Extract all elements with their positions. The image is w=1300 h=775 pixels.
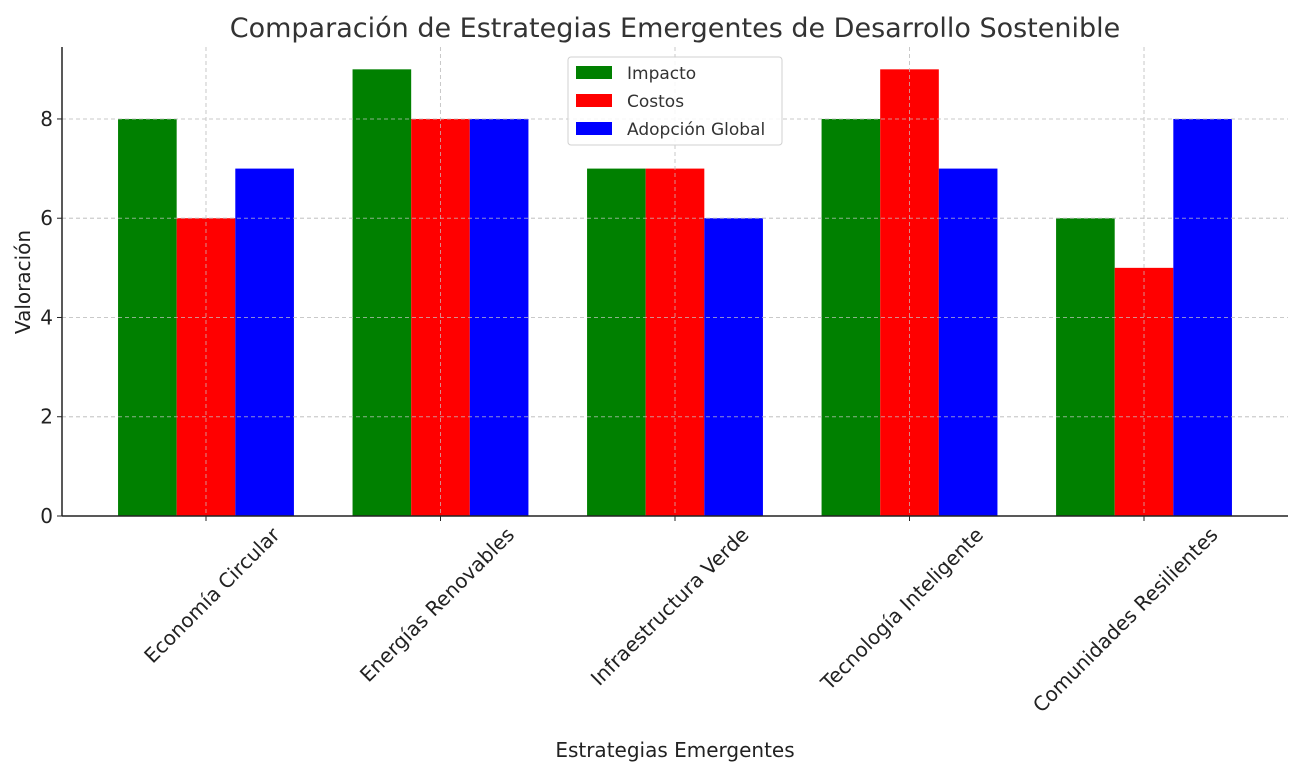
legend: Impacto Costos Adopción Global [567,56,783,146]
bar-impacto [821,118,881,517]
legend-swatch [576,94,612,107]
bar-impacto [587,168,646,516]
bar-adopción-global [704,218,763,516]
x-tick-label: Economía Circular [139,522,285,668]
x-axis-label: Estrategias Emergentes [555,738,794,762]
y-tick-label: 4 [40,305,53,329]
x-tick-label: Infraestructura Verde [586,523,754,691]
x-tick-label: Energías Renovables [355,523,519,687]
legend-box [567,56,783,146]
bar-impacto [352,69,412,516]
legend-swatch [576,66,612,79]
y-tick-label: 0 [40,504,53,528]
bar-costos [176,218,236,516]
legend-label: Impacto [627,64,696,84]
y-axis-label: Valoración [11,230,35,334]
legend-label: Adopción Global [627,120,765,140]
x-tick-label: Tecnología Inteligente [815,523,988,696]
bar-adopción-global [938,168,998,516]
bar-adopción-global [235,168,294,516]
bar-impacto [1056,218,1115,516]
y-tick-label: 8 [40,107,53,131]
chart-title: Comparación de Estrategias Emergentes de… [230,13,1121,44]
legend-swatch [576,122,612,135]
legend-label: Costos [627,92,684,112]
y-tick-label: 6 [40,206,53,230]
y-tick-label: 2 [40,405,53,429]
x-tick-label: Comunidades Resilientes [1028,523,1223,718]
